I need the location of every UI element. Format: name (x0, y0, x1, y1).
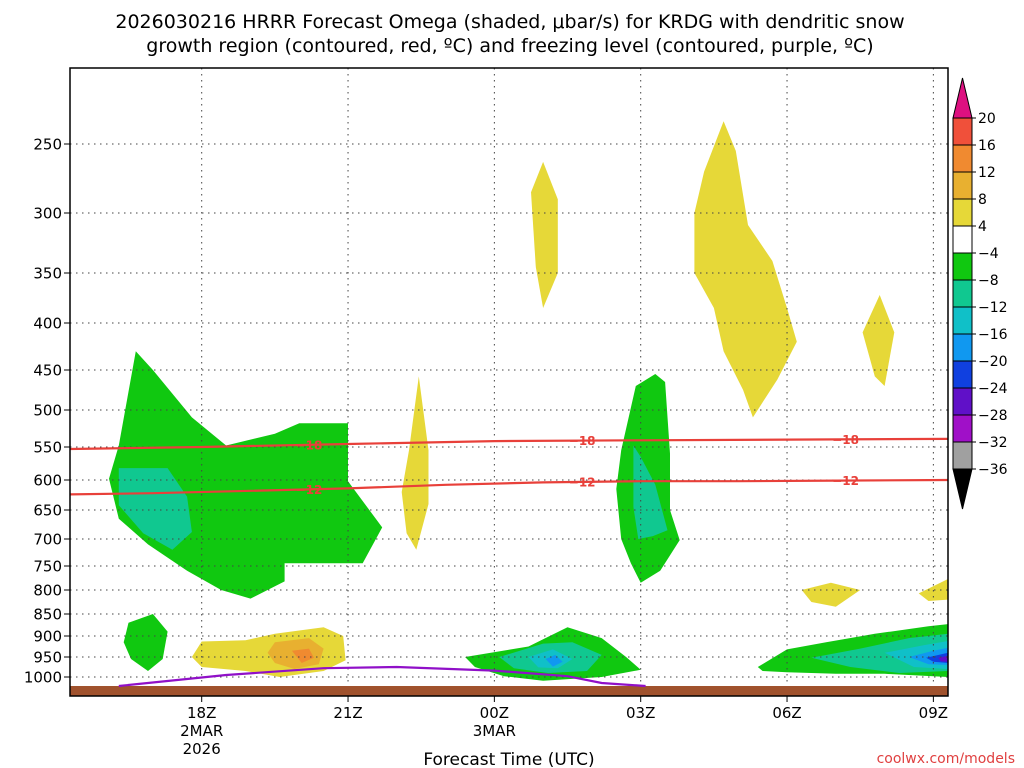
colorbar-label-4: 4 (978, 219, 987, 235)
omega-shading (109, 121, 948, 681)
y-tick-label-750: 750 (33, 558, 62, 576)
colorbar-band-3 (952, 198, 973, 227)
y-tick-label-850: 850 (33, 606, 62, 624)
contour-label-dendritic-minus12-0: −12 (296, 483, 323, 497)
y-tick-label-500: 500 (33, 402, 62, 420)
x-tick-label-24-0: 00Z (480, 704, 509, 722)
x-tick-label-33-0: 09Z (919, 704, 948, 722)
colorbar-band-4 (952, 225, 973, 254)
colorbar-label-6: −8 (978, 273, 999, 289)
y-tick-label-700: 700 (33, 531, 62, 549)
colorbar-label-2: 12 (978, 165, 996, 181)
chart-title-line1: 2026030216 HRRR Forecast Omega (shaded, … (115, 11, 904, 33)
colorbar-band-7 (952, 306, 973, 335)
colorbar-band-8 (952, 333, 973, 362)
colorbar-bottom-triangle (952, 468, 973, 510)
colorbar-band-0 (952, 117, 973, 146)
colorbar: 20 16 12 8 4 −4 −8 −12 −16 −20 −24 −28 −32 −36 (952, 77, 1008, 510)
terrain-layer (70, 686, 948, 696)
omega-region-purple-low-06z (938, 655, 948, 662)
colorbar-band-2 (952, 171, 973, 200)
chart-title-line2: growth region (contoured, red, ºC) and f… (146, 35, 873, 57)
colorbar-band-12 (952, 441, 973, 470)
colorbar-band-9 (952, 360, 973, 389)
contour-label-dendritic-minus18-0: −18 (296, 438, 323, 452)
x-tick-label-18-1: 2MAR (180, 722, 223, 740)
colorbar-band-5 (952, 252, 973, 281)
x-tick-label-30-0: 06Z (772, 704, 801, 722)
omega-region-teal-left (118, 468, 192, 550)
contour-label-dendritic-minus12-1: −12 (569, 475, 596, 489)
omega-region-teal-mid-02z (633, 445, 668, 539)
omega-region-blue-low-00z (545, 654, 563, 667)
colorbar-label-1: 16 (978, 138, 996, 154)
colorbar-band-6 (952, 279, 973, 308)
contour-labels: −18 −18 −18 −12 −12 −12 (296, 433, 859, 497)
y-tick-label-600: 600 (33, 472, 62, 490)
x-tick-label-18-2: 2026 (183, 740, 221, 758)
omega-region-yellow-small-07z (801, 582, 861, 607)
x-tick-label-21-0: 21Z (333, 704, 362, 722)
y-tick-label-300: 300 (33, 205, 62, 223)
contour-dendritic-minus12 (70, 478, 948, 496)
y-tick-label-1000: 1000 (24, 669, 62, 687)
y-tick-label-400: 400 (33, 315, 62, 333)
y-tick-label-350: 350 (33, 265, 62, 283)
plot-area (70, 68, 948, 696)
contour-dendritic-minus18 (70, 437, 948, 451)
omega-region-yellow-upper-04z (694, 121, 797, 418)
colorbar-label-8: −16 (978, 327, 1008, 343)
x-tick-label-24-1: 3MAR (473, 722, 516, 740)
omega-region-yellow-upper-08z (862, 295, 895, 386)
x-axis-title: Forecast Time (UTC) (423, 750, 594, 768)
credit-text: coolwx.com/models (877, 751, 1015, 767)
y-tick-label-550: 550 (33, 439, 62, 457)
y-tick-label-250: 250 (33, 136, 62, 154)
colorbar-label-11: −28 (978, 408, 1008, 424)
contour-freezing-level (118, 665, 646, 688)
colorbar-band-11 (952, 414, 973, 443)
omega-region-yellow-upper-00z (531, 161, 558, 308)
colorbar-label-13: −36 (978, 462, 1008, 478)
y-tick-label-950: 950 (33, 649, 62, 667)
colorbar-top-triangle (952, 77, 973, 119)
colorbar-label-3: 8 (978, 192, 987, 208)
contour-lines (70, 437, 948, 688)
colorbar-band-1 (952, 144, 973, 173)
omega-region-green-left-low (123, 614, 168, 671)
plot-frame (69, 67, 949, 697)
omega-region-yellow-narrow-2130 (401, 376, 429, 550)
contour-label-dendritic-minus12-2: −12 (832, 474, 859, 488)
colorbar-label-9: −20 (978, 354, 1008, 370)
omega-region-dark-orange-low-left (291, 648, 314, 663)
colorbar-label-10: −24 (978, 381, 1008, 397)
colorbar-label-7: −12 (978, 300, 1008, 316)
y-axis: 250 300 350 400 450 500 550 600 650 700 750 800 850 9… (24, 136, 70, 687)
y-tick-label-800: 800 (33, 582, 62, 600)
y-tick-label-900: 900 (33, 628, 62, 646)
x-tick-label-18-0: 18Z (187, 704, 216, 722)
gridlines (70, 68, 948, 696)
colorbar-label-0: 20 (978, 111, 996, 127)
y-tick-label-650: 650 (33, 502, 62, 520)
terrain-ground (70, 686, 948, 696)
y-tick-label-450: 450 (33, 362, 62, 380)
colorbar-band-10 (952, 387, 973, 416)
contour-label-dendritic-minus18-2: −18 (832, 433, 859, 447)
colorbar-label-5: −4 (978, 246, 999, 262)
colorbar-label-12: −32 (978, 435, 1008, 451)
contour-label-dendritic-minus18-1: −18 (569, 434, 596, 448)
x-tick-label-27-0: 03Z (626, 704, 655, 722)
